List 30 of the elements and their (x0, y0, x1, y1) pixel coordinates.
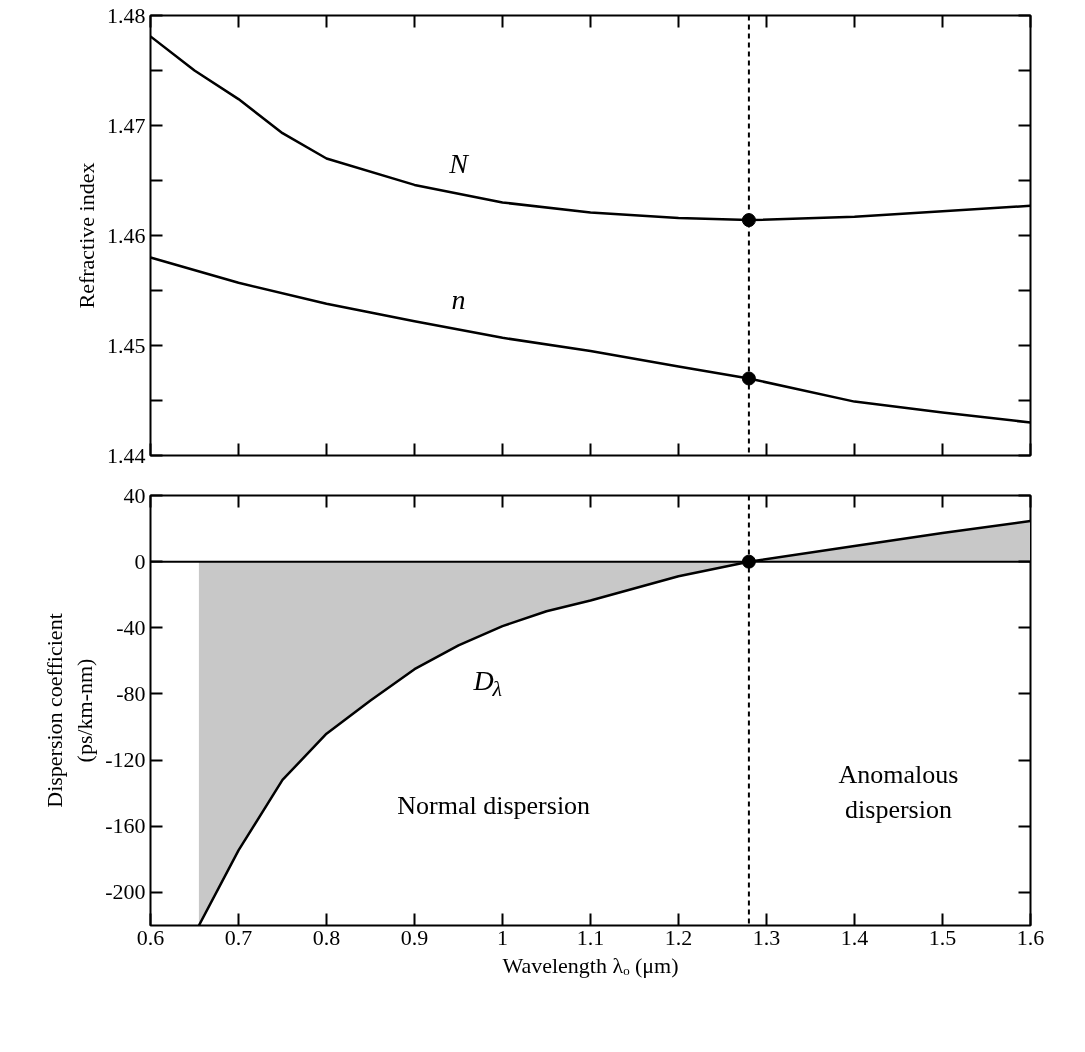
y-tick-label: -80 (116, 680, 146, 706)
x-axis-title: Wavelength λₒ (μm) (502, 952, 679, 978)
y-tick-label: 1.44 (107, 442, 146, 468)
x-tick-label: 0.7 (224, 924, 253, 950)
y-tick-label: 1.48 (107, 2, 146, 28)
y-axis-title: Refractive index (74, 162, 99, 309)
series-label: N (448, 148, 470, 180)
x-tick-label: 0.8 (312, 924, 341, 950)
y-tick-label: 1.47 (107, 112, 146, 138)
y-tick-label: 1.46 (107, 222, 146, 248)
y-tick-label: -120 (105, 747, 146, 773)
y-tick-label: 0 (134, 548, 146, 574)
annotation: Normal dispersion (397, 790, 591, 820)
y-axis-title: Dispersion coefficient (ps/km-nm) (42, 613, 98, 808)
y-tick-label: -160 (105, 813, 146, 839)
x-tick-label: 0.9 (400, 924, 429, 950)
series-label: n (451, 284, 466, 316)
x-tick-label: 1.1 (576, 924, 605, 950)
x-tick-label: 1.6 (1016, 924, 1045, 950)
y-tick-label: 40 (123, 482, 146, 508)
annotation: Anomalous dispersion (838, 760, 959, 825)
y-tick-label: -200 (105, 879, 146, 905)
y-tick-label: -40 (116, 614, 146, 640)
y-tick-label: 1.45 (107, 332, 146, 358)
x-tick-label: 1.4 (840, 924, 869, 950)
x-tick-label: 1 (497, 924, 508, 950)
x-tick-label: 1.2 (664, 924, 693, 950)
x-tick-label: 0.6 (136, 924, 165, 950)
x-tick-label: 1.5 (928, 924, 957, 950)
x-tick-label: 1.3 (752, 924, 781, 950)
